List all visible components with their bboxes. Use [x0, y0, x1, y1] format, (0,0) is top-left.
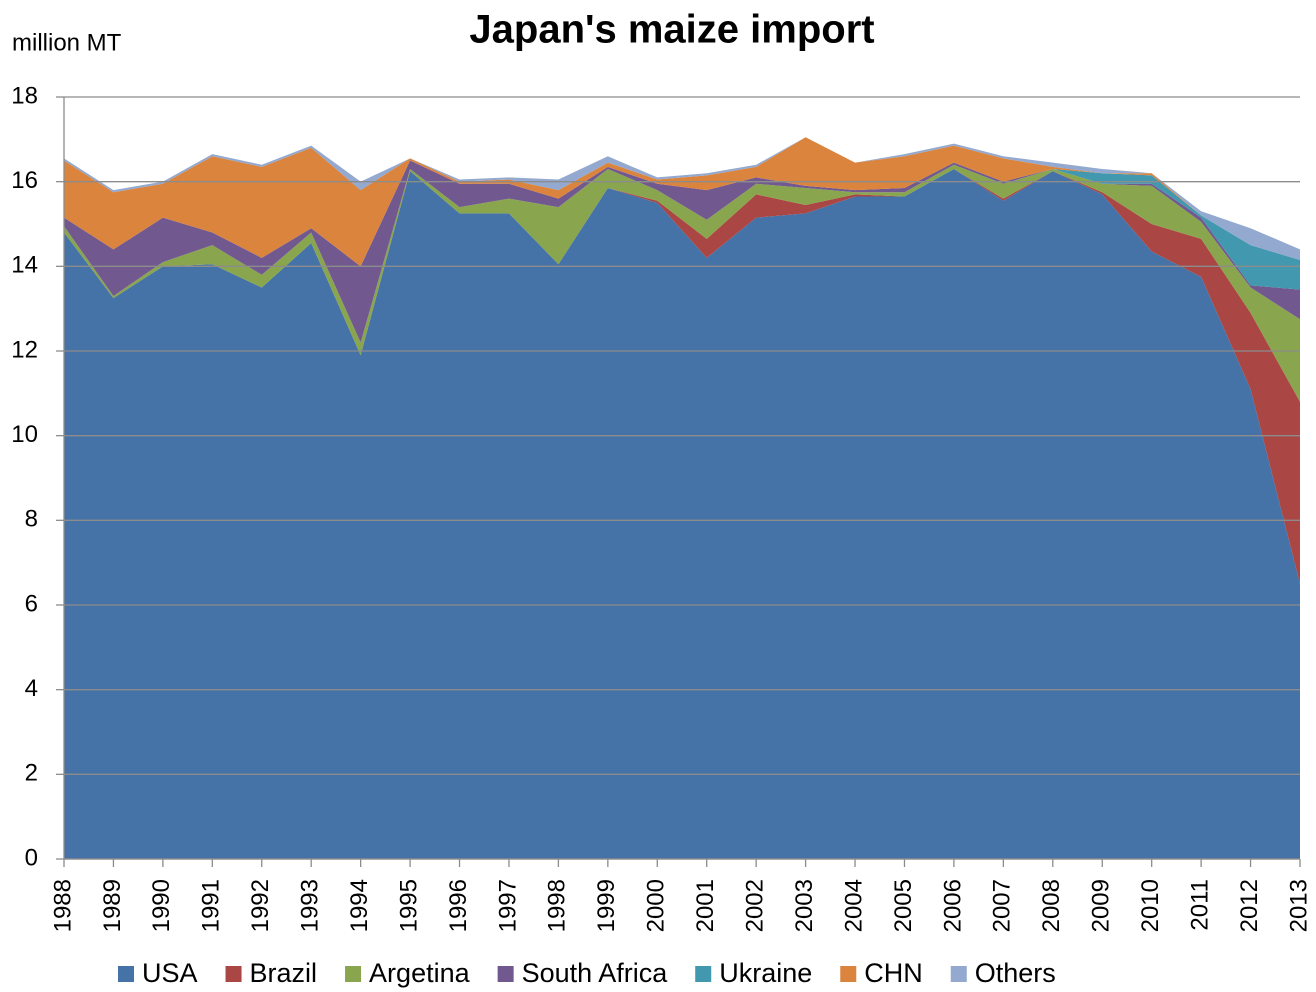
x-tick-label: 2000	[643, 879, 670, 932]
area	[64, 160, 1300, 343]
y-tick-label: 16	[11, 167, 38, 194]
x-tick-label: 2011	[1186, 879, 1213, 931]
y-tick-label: 2	[25, 760, 38, 787]
legend-label: Others	[975, 958, 1056, 988]
x-tick-label: 2006	[939, 879, 966, 932]
y-tick-label: 0	[25, 844, 38, 871]
x-tick-label: 2002	[742, 879, 769, 932]
area	[64, 168, 1300, 859]
y-tick-label: 6	[25, 590, 38, 617]
legend-swatch	[345, 966, 362, 982]
legend-label: CHN	[864, 958, 923, 988]
legend-swatch	[497, 966, 514, 982]
x-tick-label: 2013	[1285, 879, 1312, 932]
x-tick-label: 1991	[198, 879, 225, 932]
x-tick-label: 1995	[395, 879, 422, 932]
x-tick-label: 1999	[593, 879, 620, 932]
legend-swatch	[695, 966, 712, 982]
x-tick-label: 1988	[49, 879, 76, 932]
y-axis-label: million MT	[12, 29, 122, 56]
x-tick-label: 1997	[494, 879, 521, 932]
x-tick-label: 1992	[247, 879, 274, 932]
chart-title: Japan's maize import	[469, 8, 874, 52]
y-tick-label: 14	[11, 252, 38, 279]
area	[64, 164, 1300, 402]
legend-label: Brazil	[250, 958, 318, 988]
x-tick-label: 2004	[840, 879, 867, 932]
y-tick-label: 12	[11, 336, 38, 363]
x-tick-label: 1993	[297, 879, 324, 932]
legend-swatch	[840, 966, 857, 982]
x-tick-label: 2012	[1236, 879, 1263, 932]
x-tick-label: 2007	[989, 879, 1016, 932]
x-tick-label: 1996	[445, 879, 472, 932]
legend-label: USA	[142, 958, 198, 988]
x-tick-label: 1989	[99, 879, 126, 932]
x-tick-label: 2010	[1137, 879, 1164, 932]
legend-label: Argetina	[369, 958, 471, 988]
x-tick-label: 2009	[1088, 879, 1115, 932]
y-tick-label: 18	[11, 82, 38, 109]
y-tick-label: 8	[25, 506, 38, 533]
y-tick-label: 4	[25, 675, 38, 702]
x-tick-label: 2005	[890, 879, 917, 932]
x-tick-label: 1994	[346, 879, 373, 932]
x-tick-label: 1998	[544, 879, 571, 932]
area	[64, 137, 1300, 267]
legend-swatch	[225, 966, 242, 982]
x-tick-label: 2001	[692, 879, 719, 932]
x-tick-label: 2008	[1038, 879, 1065, 932]
legend-swatch	[118, 966, 134, 982]
legend-swatch	[950, 966, 967, 982]
legend-label: South Africa	[522, 958, 669, 988]
x-tick-label: 1990	[148, 879, 175, 932]
y-tick-label: 10	[11, 421, 38, 448]
x-tick-label: 2003	[791, 879, 818, 932]
legend-label: Ukraine	[719, 958, 812, 988]
